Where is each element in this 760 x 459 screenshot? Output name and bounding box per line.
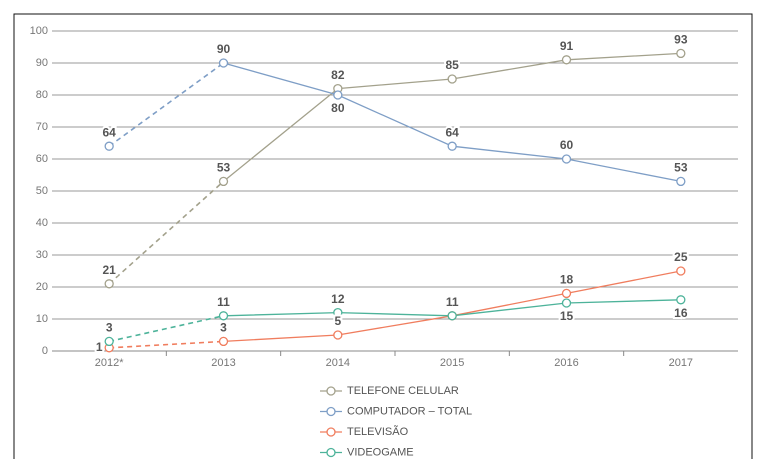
legend-marker — [326, 406, 336, 417]
y-tick-label: 0 — [42, 345, 48, 357]
data-label: 25 — [674, 250, 688, 264]
point — [561, 298, 572, 308]
point — [218, 311, 229, 321]
x-tick-label: 2012* — [95, 357, 124, 369]
legend-marker — [326, 386, 336, 396]
data-label: 64 — [102, 125, 116, 139]
point — [218, 176, 229, 187]
y-tick-label: 100 — [30, 25, 48, 37]
point — [104, 336, 114, 347]
data-label: 53 — [217, 161, 231, 175]
point — [561, 154, 572, 164]
y-tick-label: 40 — [36, 217, 48, 229]
x-tick-label: 2016 — [554, 357, 578, 369]
data-label: 18 — [560, 273, 574, 287]
legend-label: VIDEOGAME — [347, 446, 414, 458]
y-tick-label: 90 — [36, 57, 48, 69]
data-label: 82 — [331, 68, 345, 82]
data-label: 5 — [334, 314, 341, 328]
x-tick-label: 2017 — [669, 357, 693, 369]
data-label: 3 — [220, 321, 227, 335]
legend-label: TELEFONE CELULAR — [347, 385, 459, 397]
data-label: 90 — [217, 42, 231, 56]
frame — [13, 13, 753, 459]
point — [447, 141, 457, 151]
x-tick-label: 2013 — [211, 357, 235, 369]
data-label: 93 — [674, 33, 688, 47]
line-dashed — [109, 340, 224, 349]
legend-label: COMPUTADOR – TOTAL — [347, 405, 472, 417]
point — [447, 311, 457, 321]
data-label: 64 — [445, 125, 459, 139]
legend-label: TELEVISÃO — [347, 425, 409, 438]
y-tick-label: 80 — [36, 89, 48, 101]
y-tick-label: 50 — [36, 185, 48, 197]
data-label: 60 — [560, 138, 574, 152]
data-label: 91 — [560, 39, 574, 53]
line-dashed — [108, 62, 224, 147]
point — [447, 74, 457, 84]
data-label: 1 — [96, 340, 103, 354]
y-tick-label: 30 — [36, 249, 48, 261]
x-tick-label: 2015 — [440, 357, 464, 369]
data-label: 21 — [102, 263, 116, 277]
point — [676, 266, 686, 276]
point — [676, 295, 686, 305]
point — [104, 141, 114, 151]
point — [104, 279, 114, 289]
data-label: 11 — [217, 295, 230, 309]
y-tick-label: 20 — [36, 281, 48, 293]
point — [218, 58, 229, 68]
line-dashed — [108, 315, 224, 343]
point — [676, 176, 686, 187]
data-label: 53 — [674, 161, 688, 175]
data-label: 15 — [560, 309, 574, 323]
data-label: 3 — [106, 321, 113, 335]
legend-marker — [326, 447, 336, 458]
data-label: 12 — [331, 292, 345, 306]
y-tick-label: 70 — [36, 121, 48, 133]
data-label: 16 — [674, 306, 688, 320]
data-label: 80 — [331, 101, 345, 115]
point — [218, 336, 229, 347]
point — [561, 55, 572, 65]
data-label: 11 — [446, 295, 459, 309]
point — [333, 307, 343, 318]
point — [333, 90, 343, 100]
y-tick-label: 60 — [36, 153, 48, 165]
point — [561, 288, 572, 299]
data-label: 85 — [445, 58, 459, 72]
point — [333, 330, 343, 340]
x-tick-label: 2014 — [326, 357, 350, 369]
y-tick-label: 10 — [36, 313, 48, 325]
point — [676, 48, 686, 59]
legend-marker — [326, 427, 336, 437]
line-dashed — [108, 180, 225, 285]
